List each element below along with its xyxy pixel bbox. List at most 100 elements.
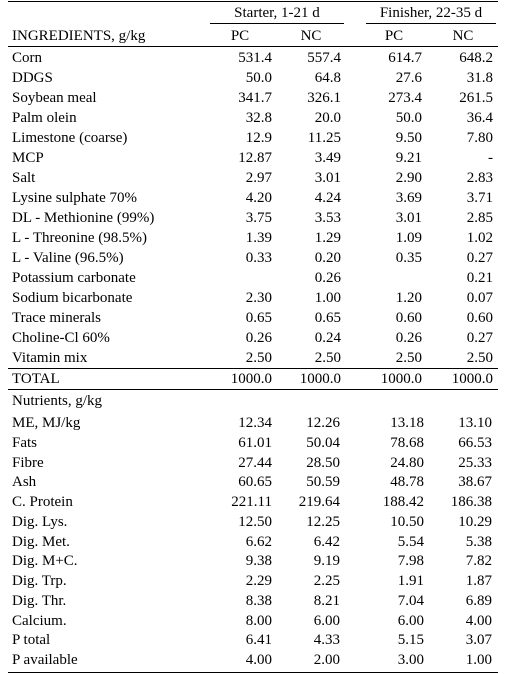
nutrients-row: Dig. Lys. 12.50 12.25 10.50 10.29 xyxy=(0,512,505,532)
ingredients-value-starter-nc: 1.00 xyxy=(314,290,341,306)
ingredients-row: Soybean meal 341.7 326.1 273.4 261.5 xyxy=(0,88,505,108)
nutrients-value-finisher-nc: 6.89 xyxy=(465,592,492,609)
ingredients-value-finisher-pc: 9.50 xyxy=(395,130,422,146)
nutrients-value-finisher-pc: 10.50 xyxy=(390,513,424,530)
ingredients-value-finisher-nc: 2.83 xyxy=(466,170,493,186)
nutrients-value-starter-nc: 9.19 xyxy=(313,553,340,570)
nutrients-value-starter-pc: 12.34 xyxy=(238,415,272,431)
ingredients-value-starter-pc: 4.20 xyxy=(245,190,272,206)
nutrients-value-starter-pc: 9.38 xyxy=(245,553,272,570)
nutrients-row: C. Protein 221.11 219.64 188.42 186.38 xyxy=(0,492,505,512)
nutrients-row: P total 6.41 4.33 5.15 3.07 xyxy=(0,630,505,650)
ingredients-value-starter-nc: 20.0 xyxy=(314,110,341,126)
ingredients-value-finisher-pc: 50.0 xyxy=(395,110,422,126)
ingredients-value-starter-pc: 12.87 xyxy=(238,150,272,166)
ingredients-value-starter-nc: 0.26 xyxy=(314,270,341,286)
ingredients-value-finisher-nc: 3.71 xyxy=(466,190,493,206)
ingredients-row: Corn 531.4 557.4 614.7 648.2 xyxy=(0,48,505,68)
ingredients-value-finisher-pc: 3.69 xyxy=(395,190,422,206)
nutrients-value-starter-nc: 12.26 xyxy=(306,415,340,431)
nutrients-row: Fibre 27.44 28.50 24.80 25.33 xyxy=(0,453,505,473)
nutrients-value-finisher-nc: 66.53 xyxy=(458,434,492,451)
ingredients-value-starter-nc: 2.50 xyxy=(314,350,341,366)
nutrients-label: Dig. Trp. xyxy=(12,573,67,589)
ingredients-value-finisher-nc: 0.07 xyxy=(466,290,493,306)
ingredients-value-starter-pc: 2.50 xyxy=(245,350,272,366)
nutrients-value-finisher-pc: 78.68 xyxy=(390,434,424,451)
total-row: TOTAL 1000.0 1000.0 1000.0 1000.0 xyxy=(0,369,505,389)
ingredients-row: Salt 2.97 3.01 2.90 2.83 xyxy=(0,168,505,188)
ingredients-label: Lysine sulphate 70% xyxy=(12,190,137,206)
column-header-row: INGREDIENTS, g/kg PC NC PC NC xyxy=(0,26,505,46)
ingredients-value-finisher-nc: 0.21 xyxy=(466,270,493,286)
nutrients-value-starter-pc: 12.50 xyxy=(238,513,272,530)
ingredients-value-starter-nc: 1.29 xyxy=(314,230,341,246)
nutrients-value-finisher-nc: 13.10 xyxy=(458,415,492,431)
ingredients-label: MCP xyxy=(12,150,44,166)
total-bottom-rule xyxy=(8,389,498,390)
col-header-finisher-nc: NC xyxy=(452,28,474,44)
nutrients-value-finisher-nc: 1.87 xyxy=(465,573,492,589)
nutrients-label: Dig. Met. xyxy=(12,533,70,550)
nutrients-label: Ash xyxy=(12,474,37,491)
nutrients-value-starter-nc: 219.64 xyxy=(298,494,340,510)
nutrients-value-finisher-pc: 48.78 xyxy=(390,474,424,491)
ingredients-value-finisher-nc: 648.2 xyxy=(459,50,493,66)
ingredients-value-starter-nc: 3.53 xyxy=(314,210,341,226)
nutrients-value-starter-nc: 4.33 xyxy=(313,632,340,649)
ingredients-row: L - Threonine (98.5%) 1.39 1.29 1.09 1.02 xyxy=(0,228,505,248)
ingredients-label: Corn xyxy=(12,50,42,66)
total-label: TOTAL xyxy=(12,371,60,387)
nutrients-value-finisher-nc: 10.29 xyxy=(458,513,492,530)
ingredients-value-starter-nc: 0.65 xyxy=(314,310,341,326)
nutrients-value-finisher-nc: 25.33 xyxy=(458,454,492,471)
ingredients-value-finisher-nc: 36.4 xyxy=(466,110,493,126)
ingredients-row: Lysine sulphate 70% 4.20 4.24 3.69 3.71 xyxy=(0,188,505,208)
nutrients-value-starter-pc: 4.00 xyxy=(245,652,272,668)
ingredients-value-starter-pc: 531.4 xyxy=(238,50,272,66)
ingredients-value-finisher-nc: 0.60 xyxy=(466,310,493,326)
ingredients-value-starter-nc: 3.01 xyxy=(314,170,341,186)
nutrients-label: Dig. Lys. xyxy=(12,513,68,530)
nutrients-value-starter-nc: 12.25 xyxy=(306,513,340,530)
ingredients-value-finisher-pc: 9.21 xyxy=(395,150,422,166)
nutrients-label: Dig. Thr. xyxy=(12,592,67,609)
ingredients-value-starter-pc: 0.33 xyxy=(245,250,272,266)
ingredients-value-finisher-nc: 2.50 xyxy=(466,350,493,366)
nutrients-value-finisher-pc: 24.80 xyxy=(390,454,424,471)
nutrients-value-starter-pc: 6.62 xyxy=(245,533,272,550)
ingredients-value-starter-pc: 0.26 xyxy=(245,330,272,346)
ingredients-row: Trace minerals 0.65 0.65 0.60 0.60 xyxy=(0,308,505,328)
col-header-finisher-pc: PC xyxy=(384,28,404,44)
ingredients-label: Limestone (coarse) xyxy=(12,130,128,146)
ingredients-label: Soybean meal xyxy=(12,90,97,106)
group-rule-finisher xyxy=(366,23,496,24)
ingredients-value-starter-pc: 2.30 xyxy=(245,290,272,306)
ingredients-label: DL - Methionine (99%) xyxy=(12,210,155,226)
ingredients-value-finisher-nc: - xyxy=(488,150,493,166)
nutrients-value-finisher-pc: 7.98 xyxy=(397,553,424,570)
nutrients-value-finisher-nc: 3.07 xyxy=(465,632,492,649)
nutrients-row: Dig. M+C. 9.38 9.19 7.98 7.82 xyxy=(0,551,505,571)
ingredients-value-starter-nc: 11.25 xyxy=(307,130,341,146)
nutrients-value-starter-pc: 8.00 xyxy=(245,612,272,629)
ingredients-value-starter-nc: 326.1 xyxy=(307,90,341,106)
nutrients-value-starter-nc: 50.04 xyxy=(306,434,340,451)
ingredients-value-starter-pc: 0.65 xyxy=(245,310,272,326)
col-header-starter-nc: NC xyxy=(300,28,322,44)
nutrients-row: Dig. Trp. 2.29 2.25 1.91 1.87 xyxy=(0,571,505,591)
ingredients-value-finisher-pc: 0.35 xyxy=(395,250,422,266)
nutrients-value-starter-pc: 60.65 xyxy=(238,474,272,491)
ingredients-row: MCP 12.87 3.49 9.21 - xyxy=(0,148,505,168)
ingredients-row: DDGS 50.0 64.8 27.6 31.8 xyxy=(0,68,505,88)
ingredients-value-finisher-pc: 1.20 xyxy=(395,290,422,306)
nutrients-value-finisher-nc: 4.00 xyxy=(465,612,492,629)
nutrients-value-finisher-pc: 13.18 xyxy=(390,415,424,431)
ingredients-row: Palm olein 32.8 20.0 50.0 36.4 xyxy=(0,108,505,128)
ingredients-value-finisher-nc: 261.5 xyxy=(459,90,493,106)
total-starter-pc: 1000.0 xyxy=(230,371,272,387)
nutrients-value-finisher-pc: 6.00 xyxy=(397,612,424,629)
nutrients-row: Dig. Met. 6.62 6.42 5.54 5.38 xyxy=(0,532,505,552)
header-bottom-rule xyxy=(8,46,498,47)
